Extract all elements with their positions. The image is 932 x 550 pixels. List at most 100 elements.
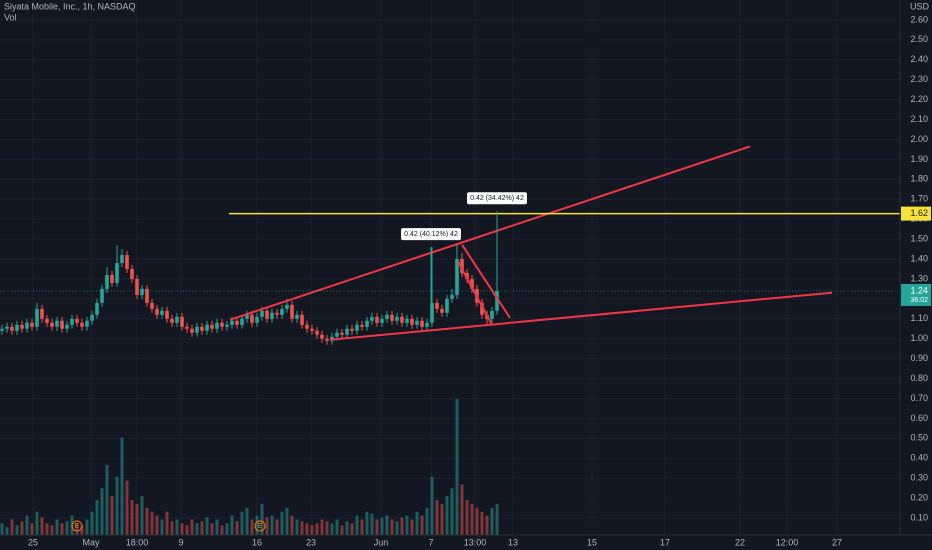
candle-body [250, 314, 254, 323]
candle-body [35, 308, 39, 327]
volume-bar [55, 519, 59, 535]
volume-bar [285, 507, 289, 535]
candle-body [460, 259, 464, 273]
candle-body [235, 320, 239, 325]
volume-bar [390, 519, 394, 535]
candle-body [345, 328, 349, 335]
volume-bar [305, 523, 309, 535]
candle-body [160, 310, 164, 315]
candle-body [10, 326, 14, 331]
candle-body [70, 318, 74, 325]
volume-bar [275, 519, 279, 535]
candle-body [195, 326, 199, 333]
volume-bar [245, 507, 249, 535]
trend-line [457, 261, 493, 326]
x-tick-label: 9 [178, 537, 183, 547]
volume-bar [80, 525, 84, 535]
candle-body [470, 278, 474, 289]
volume-bar [50, 525, 54, 535]
volume-bar [10, 519, 14, 535]
volume-bar [365, 511, 369, 535]
volume-bar [405, 515, 409, 535]
y-tick-label: 0.30 [910, 473, 928, 483]
candle-body [100, 288, 104, 303]
volume-bar [475, 507, 479, 535]
candle-body [290, 304, 294, 319]
measure-box [467, 192, 527, 205]
volume-bar [335, 519, 339, 535]
candle-body [495, 290, 499, 311]
volume-bar [295, 519, 299, 535]
y-tick-label: 1.00 [910, 333, 928, 343]
candle-body [20, 324, 24, 329]
y-tick-label: 2.60 [910, 14, 928, 24]
candle-body [275, 312, 279, 315]
candle-body [415, 320, 419, 325]
candle-body [85, 320, 89, 327]
candle-body [310, 328, 314, 331]
volume-bar [195, 523, 199, 535]
volume-bar [140, 496, 144, 535]
y-tick-label: 1.50 [910, 233, 928, 243]
x-tick-label: 27 [832, 537, 842, 547]
trend-line [329, 291, 833, 341]
candle-body [315, 330, 319, 335]
candle-body [240, 318, 244, 325]
candle-body [295, 314, 299, 319]
candle-body [175, 316, 179, 323]
volume-bar [340, 525, 344, 535]
candle-body [375, 316, 379, 323]
candle-body [320, 334, 324, 339]
volume-bar [45, 523, 49, 535]
volume-bar [315, 523, 319, 535]
y-tick-label: 0.40 [910, 453, 928, 463]
y-tick-label: 1.10 [910, 313, 928, 323]
y-tick-label: 0.50 [910, 433, 928, 443]
volume-bar [225, 523, 229, 535]
x-tick-label: 18:00 [126, 537, 149, 547]
volume-bar [290, 515, 294, 535]
volume-bar [435, 500, 439, 535]
candle-body [430, 302, 434, 323]
volume-bar [20, 521, 24, 535]
candle-body [245, 314, 249, 319]
volume-bar [40, 517, 44, 535]
volume-bar [125, 480, 129, 535]
candle-body [450, 294, 454, 299]
volume-bar [430, 476, 434, 535]
volume-bar [165, 511, 169, 535]
volume-bar [460, 484, 464, 535]
candle-body [300, 314, 304, 325]
candle-body [185, 326, 189, 329]
candle-body [80, 322, 84, 327]
x-tick-label: Jun [374, 537, 389, 547]
price-label: 1.62 [910, 208, 928, 218]
candle-body [440, 308, 444, 313]
candle-body [115, 263, 119, 283]
x-tick-label: May [82, 537, 100, 547]
volume-bar [15, 525, 19, 535]
volume-bar [240, 511, 244, 535]
volume-bar [450, 488, 454, 535]
candle-body [210, 324, 214, 329]
candle-body [410, 318, 414, 325]
x-tick-label: 16 [252, 537, 262, 547]
y-tick-label: 0.10 [910, 512, 928, 522]
x-tick-label: 17 [660, 537, 670, 547]
volume-bar [75, 523, 79, 535]
volume-bar [300, 521, 304, 535]
volume-bar [260, 503, 264, 535]
candle-body [480, 302, 484, 315]
candle-body [465, 272, 469, 279]
volume-bar [220, 525, 224, 535]
volume-bar [480, 511, 484, 535]
volume-bar [320, 519, 324, 535]
candle-body [0, 328, 4, 331]
volume-bar [170, 521, 174, 535]
volume-bar [445, 496, 449, 535]
candle-body [40, 308, 44, 319]
volume-bar [145, 507, 149, 535]
volume-bar [150, 511, 154, 535]
candle-body [180, 316, 184, 327]
x-tick-label: 7 [428, 537, 433, 547]
